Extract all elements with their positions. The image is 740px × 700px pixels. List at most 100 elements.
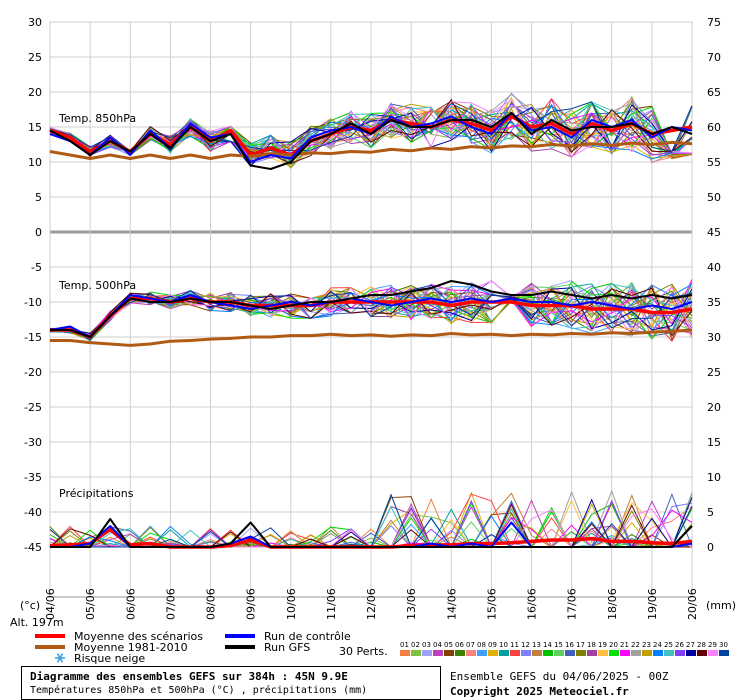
left-axis-ticks: 30 25 20 15 10 5 0 -5 -10 -15 -20 -25 -30 -35 -40 -45 (24, 16, 42, 554)
perturbation-id: 21 (620, 641, 629, 649)
perturbation-id: 26 (675, 641, 684, 649)
left-tick-label: -5 (31, 261, 42, 274)
perturbation-swatch (543, 650, 553, 656)
left-tick-label: -25 (24, 401, 42, 414)
snowflake-icon (55, 653, 65, 663)
left-tick-label: 20 (28, 86, 42, 99)
x-tick-label: 20/06 (686, 588, 699, 620)
right-axis-unit: (mm) (706, 599, 736, 612)
perturbation-id: 10 (499, 641, 508, 649)
right-tick-label: 75 (707, 16, 721, 29)
perturbation-swatch (466, 650, 476, 656)
left-tick-label: 25 (28, 51, 42, 64)
right-tick-label: 30 (707, 331, 721, 344)
left-tick-label: 30 (28, 16, 42, 29)
perturbation-swatch (554, 650, 564, 656)
perturbation-id: 09 (488, 641, 497, 649)
perturbation-id: 22 (631, 641, 640, 649)
perturbation-swatch (422, 650, 432, 656)
perturbation-id: 03 (422, 641, 431, 649)
series-line-t500 (50, 328, 693, 347)
perturbation-swatch (631, 650, 641, 656)
right-tick-label: 25 (707, 366, 721, 379)
perturbation-id: 05 (444, 641, 453, 649)
perturbation-swatch (433, 650, 443, 656)
right-tick-label: 45 (707, 226, 721, 239)
main-series-lines (49, 112, 693, 549)
left-tick-label: 10 (28, 156, 42, 169)
series-line-precip (50, 518, 693, 548)
title-box: Diagramme des ensembles GEFS sur 384h : … (21, 666, 441, 700)
left-tick-label: -45 (24, 541, 42, 554)
perturbation-line-t850 (49, 101, 693, 160)
perturbation-id: 28 (697, 641, 706, 649)
perturbation-id: 15 (554, 641, 563, 649)
perturbation-swatch (455, 650, 465, 656)
perturbation-swatch (587, 650, 597, 656)
perturbation-swatch (488, 650, 498, 656)
perturbation-line-t500 (49, 280, 693, 340)
perturbation-swatch (477, 650, 487, 656)
x-tick-label: 15/06 (485, 588, 498, 620)
perturbation-line-t500 (49, 284, 693, 341)
perturbation-id: 14 (543, 641, 552, 649)
perturbation-id: 07 (466, 641, 475, 649)
legend-gfs-label: Run GFS (264, 641, 310, 654)
legend-snow-label: Risque neige (74, 652, 145, 665)
perturbation-id: 02 (411, 641, 420, 649)
series-line-t850 (49, 112, 693, 170)
left-axis-unit: (°c) (20, 599, 40, 612)
legend-climatology-label: Moyenne 1981-2010 (74, 641, 188, 654)
perturbation-id: 04 (433, 641, 442, 649)
x-tick-label: 11/06 (325, 588, 338, 620)
x-tick-label: 06/06 (124, 588, 137, 620)
x-tick-label: 13/06 (405, 588, 418, 620)
x-tick-label: 04/06 (44, 588, 57, 620)
series-line-t850 (49, 140, 693, 160)
x-axis-ticks: 04/06 05/06 06/06 07/06 08/06 09/06 10/06 11/06… (44, 588, 699, 620)
left-tick-label: -10 (24, 296, 42, 309)
perturbation-id: 24 (653, 641, 662, 649)
perturbation-id: 23 (642, 641, 651, 649)
panel-label-t500: Temp. 500hPa (58, 279, 136, 292)
perturbation-swatch (565, 650, 575, 656)
right-tick-label: 60 (707, 121, 721, 134)
right-tick-label: 50 (707, 191, 721, 204)
x-tick-label: 16/06 (526, 588, 539, 620)
left-tick-label: -30 (24, 436, 42, 449)
left-tick-label: 5 (35, 191, 42, 204)
x-tick-label: 10/06 (285, 588, 298, 620)
right-tick-label: 70 (707, 51, 721, 64)
perturbation-id: 27 (686, 641, 695, 649)
perturbation-id: 11 (510, 641, 519, 649)
perturbation-id: 29 (708, 641, 717, 649)
altitude-label: Alt. 197m (10, 616, 64, 629)
perturbation-swatch (521, 650, 531, 656)
perturbation-id: 17 (576, 641, 585, 649)
perturbation-swatch (675, 650, 685, 656)
x-tick-label: 05/06 (84, 588, 97, 620)
perturbation-id: 12 (521, 641, 530, 649)
left-tick-label: -40 (24, 506, 42, 519)
perturbation-id: 30 (719, 641, 728, 649)
right-tick-label: 35 (707, 296, 721, 309)
perturbation-line-t850 (49, 101, 693, 152)
right-tick-label: 10 (707, 471, 721, 484)
x-tick-label: 12/06 (365, 588, 378, 620)
left-tick-label: -15 (24, 331, 42, 344)
perturbation-id: 25 (664, 641, 673, 649)
perturbation-swatch (653, 650, 663, 656)
perturbation-swatch (642, 650, 652, 656)
panel-label-t850: Temp. 850hPa (58, 112, 136, 125)
perturbation-id: 13 (532, 641, 541, 649)
perturbation-swatch (510, 650, 520, 656)
legend-mean-label: Moyenne des scénarios (74, 630, 203, 643)
perturbation-swatch (708, 650, 718, 656)
perturbation-swatch (576, 650, 586, 656)
perturbation-id: 01 (400, 641, 409, 649)
perturbation-line-t850 (49, 99, 693, 164)
right-tick-label: 15 (707, 436, 721, 449)
series-line-t500 (49, 294, 693, 338)
perturbation-swatch (499, 650, 509, 656)
